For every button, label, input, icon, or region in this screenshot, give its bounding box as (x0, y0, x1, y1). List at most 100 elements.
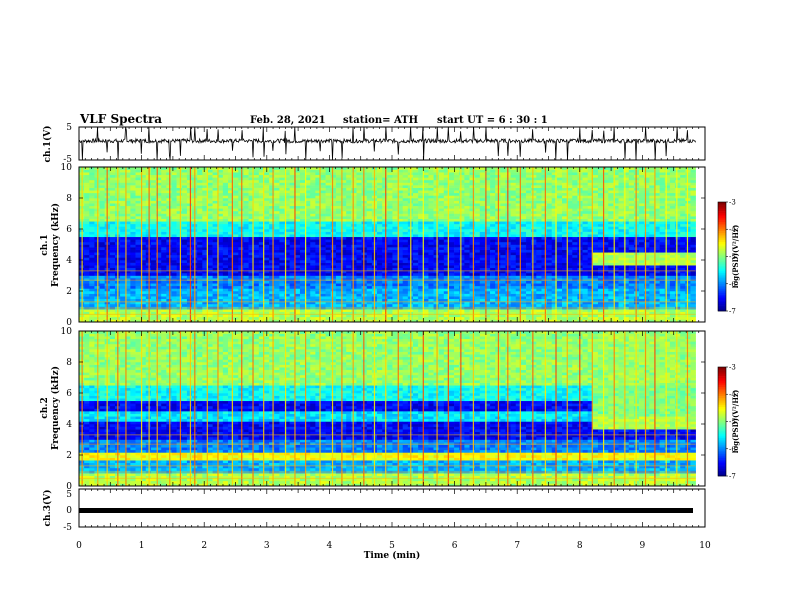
spectrogram-cell (269, 213, 275, 217)
spectrogram-cell (156, 272, 162, 276)
spectrogram-cell (320, 185, 326, 188)
spectrogram-cell (377, 247, 383, 250)
spectrogram-cell (186, 218, 193, 222)
spectrogram-cell (346, 283, 352, 287)
spectrogram-cell (284, 241, 290, 245)
spectrogram-cell (443, 285, 450, 289)
spectrogram-cell (130, 239, 136, 243)
spectrogram-cell (109, 288, 116, 292)
spectrogram-cell (320, 260, 326, 263)
spectrogram-cell (228, 167, 234, 170)
spectrogram-cell (197, 309, 203, 312)
spectrogram-cell (402, 210, 409, 214)
spectrogram-cell (243, 236, 249, 240)
spectrogram-cell (181, 301, 188, 305)
spectrogram-cell (84, 280, 90, 284)
spectrogram-cell (253, 265, 260, 269)
spectrogram-cell (438, 283, 445, 287)
spectrogram-cell (197, 226, 203, 230)
spectrogram-cell (120, 265, 126, 269)
spectrogram-cell (94, 239, 100, 243)
spectrogram-cell (469, 192, 475, 196)
spectrogram-cell (150, 293, 157, 297)
spectrogram-cell (99, 270, 105, 274)
spectrogram-cell (222, 309, 229, 312)
spectrogram-cell (433, 293, 439, 297)
spectrogram-cell (284, 174, 290, 178)
spectrogram-cell (433, 231, 439, 235)
spectrogram-cell (274, 280, 280, 284)
spectrogram-cell (294, 174, 301, 178)
spectrogram-cell (274, 239, 280, 243)
spectrogram-cell (228, 226, 234, 230)
spectrogram-cell (84, 254, 90, 258)
spectrogram-cell (330, 296, 337, 300)
spectrogram-cell (243, 174, 249, 178)
spectrogram-cell (140, 260, 147, 263)
spectrogram-cell (315, 179, 321, 183)
spectrogram-cell (228, 314, 234, 318)
spectrogram-cell (387, 247, 393, 250)
spectrogram-cell (89, 231, 95, 235)
spectrogram-cell (330, 195, 337, 199)
spectrogram-cell (382, 216, 388, 219)
spectrogram-cell (382, 174, 388, 178)
spectrogram-cell (197, 216, 203, 219)
spectrogram-cell (109, 319, 116, 323)
spectrogram-cell (161, 172, 167, 176)
spectrogram-cell (150, 203, 157, 207)
spectrogram-cell (464, 309, 470, 312)
spectrogram-cell (94, 257, 100, 261)
spectrogram-cell (238, 275, 244, 279)
spectrogram-cell (150, 247, 157, 250)
spectrogram-cell (120, 280, 126, 284)
spectrogram-cell (346, 249, 352, 253)
spectrogram-cell (377, 291, 383, 294)
spectrogram-cell (325, 309, 332, 312)
spectrogram-cell (125, 272, 131, 276)
spectrogram-cell (238, 278, 244, 281)
spectrogram-cell (94, 200, 100, 204)
spectrogram-cell (217, 280, 224, 284)
spectrogram-cell (243, 311, 249, 315)
spectrogram-cell (156, 241, 162, 245)
spectrogram-cell (202, 280, 208, 284)
spectrogram-cell (464, 172, 470, 176)
spectrogram-cell (279, 167, 285, 170)
spectrogram-cell (351, 208, 357, 212)
spectrogram-cell (274, 169, 280, 173)
spectrogram-cell (341, 257, 347, 261)
spectrogram-cell (161, 182, 167, 186)
spectrogram-cell (171, 293, 177, 297)
spectrogram-cell (140, 280, 147, 284)
spectrogram-cell (325, 298, 332, 302)
spectrogram-cell (269, 195, 275, 199)
spectrogram-cell (181, 234, 188, 238)
spectrogram-cell (202, 270, 208, 274)
spectrogram-cell (222, 172, 229, 176)
spectrogram-cell (402, 267, 409, 271)
spectrogram-cell (413, 262, 419, 266)
spectrogram-cell (448, 218, 455, 222)
spectrogram-cell (428, 301, 434, 305)
spectrogram-cell (305, 234, 311, 238)
spectrogram-cell (279, 244, 285, 248)
spectrogram-cell (443, 298, 450, 302)
spectrogram-cell (299, 190, 306, 194)
spectrogram-cell (279, 208, 285, 212)
spectrogram-cell (433, 177, 439, 181)
spectrogram-cell (392, 244, 398, 248)
spectrogram-cell (443, 272, 450, 276)
spectrogram-cell (438, 167, 445, 170)
spectrogram-cell (433, 319, 439, 323)
spectrogram-cell (423, 301, 429, 305)
spectrogram-cell (413, 241, 419, 245)
spectrogram-cell (413, 200, 419, 204)
spectrogram-cell (310, 185, 316, 188)
spectrogram-cell (366, 272, 373, 276)
spectrogram-cell (279, 252, 285, 256)
spectrogram-cell (212, 172, 219, 176)
spectrogram-cell (377, 174, 383, 178)
spectrogram-cell (330, 319, 337, 323)
spectrogram-cell (299, 254, 306, 258)
